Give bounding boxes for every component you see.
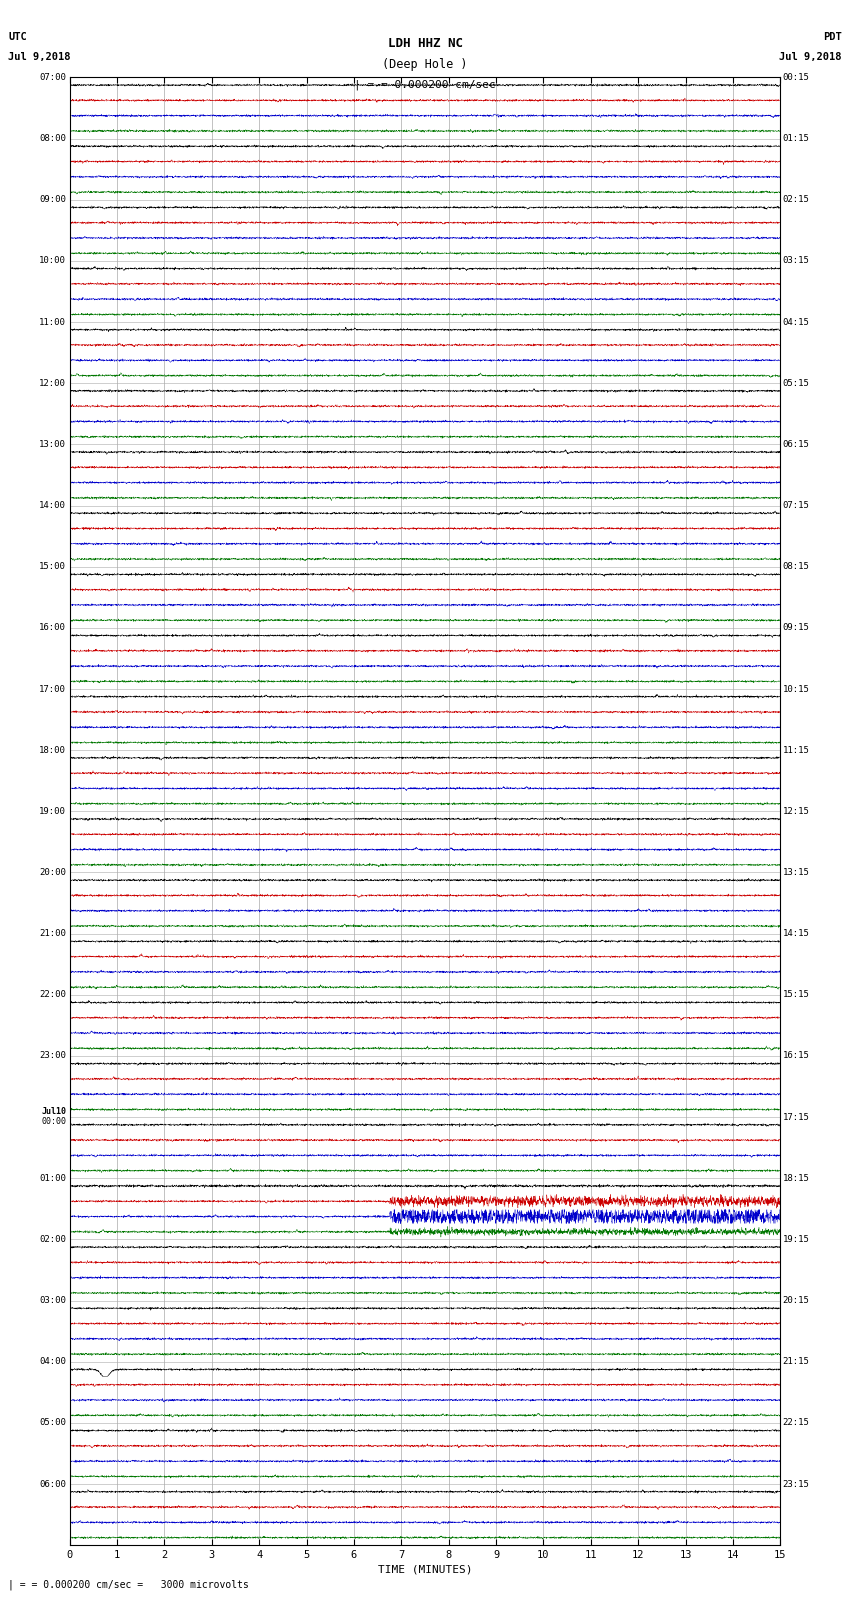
Text: 03:00: 03:00 (39, 1297, 66, 1305)
Text: 20:15: 20:15 (783, 1297, 809, 1305)
Text: UTC: UTC (8, 32, 27, 42)
Text: 04:00: 04:00 (39, 1357, 66, 1366)
Text: 01:15: 01:15 (783, 134, 809, 144)
Text: 17:00: 17:00 (39, 684, 66, 694)
Text: 07:15: 07:15 (783, 502, 809, 510)
Text: 09:00: 09:00 (39, 195, 66, 205)
X-axis label: TIME (MINUTES): TIME (MINUTES) (377, 1565, 473, 1574)
Text: 05:15: 05:15 (783, 379, 809, 387)
Text: 22:00: 22:00 (39, 990, 66, 1000)
Text: 07:00: 07:00 (39, 73, 66, 82)
Text: 20:00: 20:00 (39, 868, 66, 877)
Text: 13:00: 13:00 (39, 440, 66, 448)
Text: 02:00: 02:00 (39, 1236, 66, 1244)
Text: PDT: PDT (823, 32, 842, 42)
Text: 16:15: 16:15 (783, 1052, 809, 1060)
Text: 11:00: 11:00 (39, 318, 66, 326)
Text: 01:00: 01:00 (39, 1174, 66, 1182)
Text: 21:15: 21:15 (783, 1357, 809, 1366)
Text: 19:15: 19:15 (783, 1236, 809, 1244)
Text: 02:15: 02:15 (783, 195, 809, 205)
Text: 22:15: 22:15 (783, 1418, 809, 1428)
Text: Jul 9,2018: Jul 9,2018 (779, 52, 842, 61)
Text: 12:00: 12:00 (39, 379, 66, 387)
Text: 18:15: 18:15 (783, 1174, 809, 1182)
Text: 04:15: 04:15 (783, 318, 809, 326)
Text: 17:15: 17:15 (783, 1113, 809, 1121)
Text: 13:15: 13:15 (783, 868, 809, 877)
Text: 09:15: 09:15 (783, 623, 809, 632)
Text: Jul 9,2018: Jul 9,2018 (8, 52, 71, 61)
Text: 11:15: 11:15 (783, 745, 809, 755)
Text: 00:15: 00:15 (783, 73, 809, 82)
Text: 08:15: 08:15 (783, 563, 809, 571)
Text: 18:00: 18:00 (39, 745, 66, 755)
Text: 23:15: 23:15 (783, 1479, 809, 1489)
Text: 14:15: 14:15 (783, 929, 809, 939)
Text: 10:15: 10:15 (783, 684, 809, 694)
Text: 14:00: 14:00 (39, 502, 66, 510)
Text: 16:00: 16:00 (39, 623, 66, 632)
Text: 21:00: 21:00 (39, 929, 66, 939)
Text: 06:00: 06:00 (39, 1479, 66, 1489)
Text: 06:15: 06:15 (783, 440, 809, 448)
Text: 00:00: 00:00 (41, 1118, 66, 1126)
Text: 08:00: 08:00 (39, 134, 66, 144)
Text: 12:15: 12:15 (783, 806, 809, 816)
Text: Jul10: Jul10 (41, 1107, 66, 1116)
Text: 23:00: 23:00 (39, 1052, 66, 1060)
Text: | = = 0.000200 cm/sec: | = = 0.000200 cm/sec (354, 79, 496, 90)
Text: 15:00: 15:00 (39, 563, 66, 571)
Text: 05:00: 05:00 (39, 1418, 66, 1428)
Text: LDH HHZ NC: LDH HHZ NC (388, 37, 462, 50)
Text: 10:00: 10:00 (39, 256, 66, 266)
Text: 19:00: 19:00 (39, 806, 66, 816)
Text: 03:15: 03:15 (783, 256, 809, 266)
Text: (Deep Hole ): (Deep Hole ) (382, 58, 468, 71)
Text: 15:15: 15:15 (783, 990, 809, 1000)
Text: | = = 0.000200 cm/sec =   3000 microvolts: | = = 0.000200 cm/sec = 3000 microvolts (8, 1579, 249, 1590)
